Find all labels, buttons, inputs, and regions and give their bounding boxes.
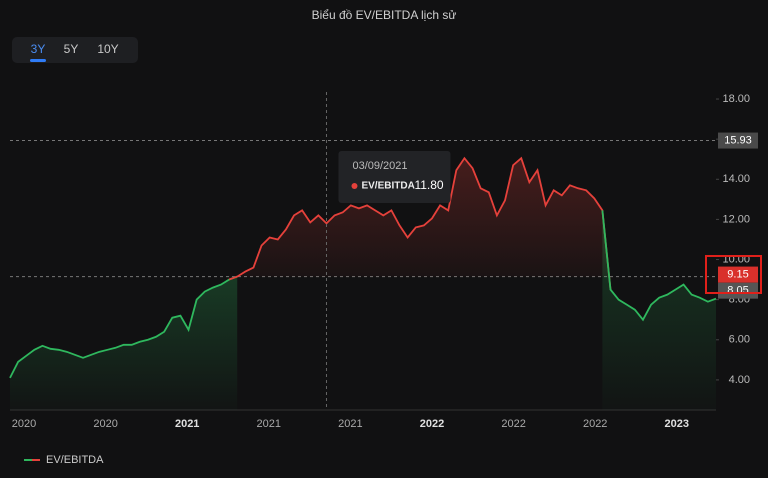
highlight-box xyxy=(705,255,762,294)
y-tick-label: 14.00 xyxy=(722,173,750,185)
chart-title: Biểu đồ EV/EBITDA lịch sử xyxy=(312,8,457,22)
tooltip-dot xyxy=(351,183,358,189)
tab[interactable]: 10Y xyxy=(97,42,118,56)
x-tick-label: 2020 xyxy=(93,418,117,430)
area xyxy=(602,210,716,410)
area xyxy=(229,158,611,290)
x-tick-label: 2021 xyxy=(175,418,199,430)
value-tag-label: 15.93 xyxy=(724,134,752,146)
tooltip xyxy=(338,151,451,203)
tab-indicator xyxy=(30,59,46,62)
line xyxy=(228,156,612,290)
value-tag xyxy=(718,266,758,283)
x-tick-label: 2022 xyxy=(501,418,525,430)
value-tag-label: 8.05 xyxy=(727,285,748,297)
x-tick-label: 2021 xyxy=(338,418,362,430)
tooltip-series: EV/EBITDA xyxy=(361,181,414,192)
line xyxy=(9,275,238,379)
x-tick-label: 2022 xyxy=(583,418,607,430)
value-tag xyxy=(718,282,758,299)
y-tick-label: 18.00 xyxy=(722,93,750,105)
line xyxy=(601,210,717,322)
y-tick-label: 4.00 xyxy=(729,374,750,386)
value-tag-label: 9.15 xyxy=(727,268,748,280)
area xyxy=(10,276,238,410)
tooltip-date: 03/09/2021 xyxy=(352,160,407,172)
legend-label: EV/EBITDA xyxy=(46,454,104,466)
value-tag xyxy=(718,132,758,149)
y-tick-label: 6.00 xyxy=(729,334,750,346)
x-tick-label: 2023 xyxy=(665,418,689,430)
tab[interactable]: 5Y xyxy=(64,42,79,56)
x-tick-label: 2021 xyxy=(257,418,281,430)
tooltip-value: 11.80 xyxy=(414,178,443,192)
y-tick-label: 12.00 xyxy=(722,213,750,225)
tab[interactable]: 3Y xyxy=(31,42,46,56)
x-tick-label: 2022 xyxy=(420,418,444,430)
x-tick-label: 2020 xyxy=(12,418,36,430)
range-tabs xyxy=(12,37,138,63)
